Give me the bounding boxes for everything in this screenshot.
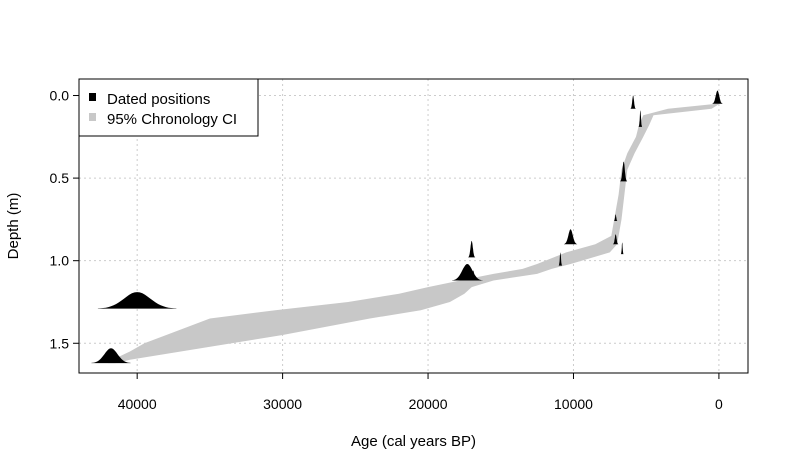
dated-position-6 bbox=[564, 229, 578, 245]
x-tick-label-4: 0 bbox=[715, 396, 723, 412]
dated-position-4 bbox=[613, 214, 618, 221]
dated-position-12 bbox=[97, 292, 177, 309]
y-tick-label-2: 1.0 bbox=[50, 253, 70, 269]
y-axis: 0.0 0.5 1.0 1.5 bbox=[50, 88, 79, 351]
dated-position-2 bbox=[638, 110, 643, 127]
dated-position-13 bbox=[91, 348, 131, 364]
y-tick-label-1: 0.5 bbox=[50, 170, 70, 186]
dated-position-7 bbox=[620, 242, 624, 255]
dated-position-8 bbox=[558, 252, 563, 266]
dated-position-9 bbox=[468, 240, 476, 258]
dated-position-1 bbox=[630, 95, 636, 109]
legend-label-ci: 95% Chronology CI bbox=[107, 111, 237, 128]
x-tick-label-1: 30000 bbox=[263, 396, 302, 412]
legend-box bbox=[78, 78, 259, 137]
dated-position-0 bbox=[712, 90, 723, 104]
y-tick-label-0: 0.0 bbox=[50, 88, 70, 104]
dated-positions-layer bbox=[91, 90, 723, 364]
ci-band-layer bbox=[108, 103, 720, 364]
dated-position-11 bbox=[469, 270, 477, 281]
y-axis-title: Depth (m) bbox=[5, 193, 22, 260]
dated-position-10 bbox=[452, 264, 483, 281]
legend: Dated positions 95% Chronology CI bbox=[78, 78, 259, 137]
x-tick-label-3: 10000 bbox=[554, 396, 593, 412]
legend-swatch-ci bbox=[89, 113, 96, 121]
dated-position-5 bbox=[613, 234, 619, 245]
dated-position-3 bbox=[620, 161, 628, 182]
x-axis-title: Age (cal years BP) bbox=[351, 433, 476, 450]
x-axis: 40000 30000 20000 10000 0 bbox=[118, 372, 723, 412]
x-tick-label-2: 20000 bbox=[409, 396, 448, 412]
legend-swatch-dated bbox=[89, 93, 96, 101]
legend-label-dated: Dated positions bbox=[107, 91, 210, 108]
ci-band bbox=[108, 103, 720, 364]
y-tick-label-3: 1.5 bbox=[50, 335, 70, 351]
x-tick-label-0: 40000 bbox=[118, 396, 157, 412]
